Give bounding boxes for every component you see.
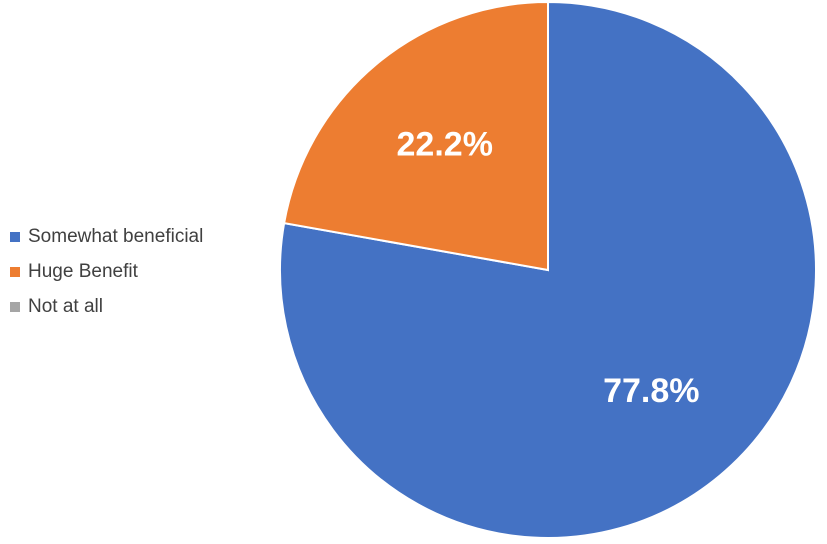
- value-label: 77.8%: [603, 372, 699, 410]
- legend-swatch: [10, 232, 20, 242]
- legend-label: Somewhat beneficial: [28, 226, 203, 247]
- legend-label: Not at all: [28, 296, 103, 317]
- legend-label: Huge Benefit: [28, 261, 139, 282]
- pie-slice: [282, 0, 549, 272]
- legend-swatch: [10, 302, 20, 312]
- legend-swatch: [10, 267, 20, 277]
- value-label: 22.2%: [397, 126, 493, 164]
